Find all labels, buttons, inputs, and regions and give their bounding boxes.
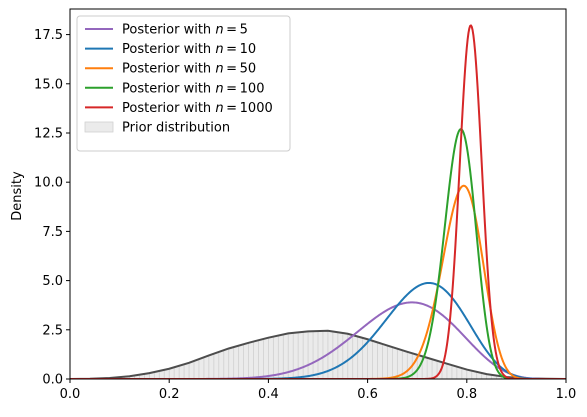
axes-frame	[69, 8, 567, 380]
x-tick-label: 0.8	[456, 387, 477, 402]
legend-label-n-50: Posterior with n = 50	[122, 62, 256, 77]
axes: 0.0 0.2 0.4 0.6 0.8 1.0 0.0 2.5 5.0 7.5 10.0 12.5 15…	[34, 8, 577, 402]
posterior-line-n-10	[70, 281, 566, 379]
legend-label-prior: Prior distribution	[122, 121, 230, 136]
legend-label-n-10: Posterior with n = 10	[122, 42, 256, 57]
y-tick-label: 2.5	[42, 323, 63, 338]
prior-hatching	[94, 330, 537, 379]
plot-area	[70, 24, 566, 379]
posterior-line-n-50	[70, 184, 566, 379]
y-tick-label: 7.5	[42, 225, 63, 240]
y-tick-label: 5.0	[42, 274, 63, 289]
posterior-line-n-1000	[70, 24, 566, 379]
y-axis-label: Density	[10, 171, 25, 221]
prior-outline	[70, 329, 566, 379]
posterior-line-n-100	[70, 128, 566, 379]
legend-box	[76, 15, 291, 152]
legend-swatch-prior	[84, 121, 114, 133]
y-tick-label: 17.5	[34, 28, 63, 43]
legend: Posterior with n = 5 Posterior with n = 1…	[76, 15, 291, 152]
y-tick-label: 0.0	[42, 373, 63, 388]
y-tick-label: 15.0	[34, 77, 63, 92]
x-tick-label: 0.6	[357, 387, 378, 402]
x-tick-label: 1.0	[556, 387, 577, 402]
x-tick-label: 0.2	[159, 387, 180, 402]
legend-label-n-1000: Posterior with n = 1000	[122, 101, 273, 116]
y-tick-label: 10.0	[34, 176, 63, 191]
x-tick-label: 0.0	[60, 387, 81, 402]
x-tick-label: 0.4	[258, 387, 279, 402]
posterior-line-n-5	[70, 301, 566, 379]
y-tick-label: 12.5	[34, 126, 63, 141]
plot-clip-group	[70, 24, 566, 379]
legend-label-n-5: Posterior with n = 5	[122, 23, 248, 38]
legend-label-n-100: Posterior with n = 100	[122, 81, 264, 96]
